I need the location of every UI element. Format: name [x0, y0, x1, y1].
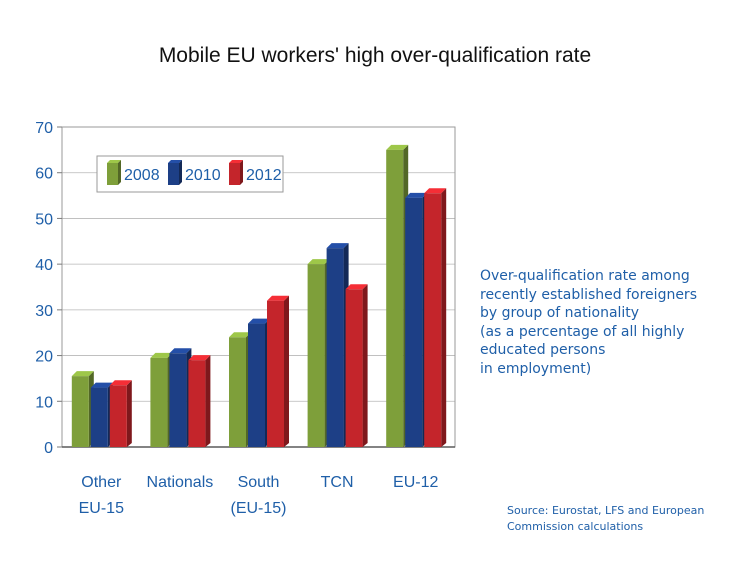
legend-swatch — [107, 163, 118, 185]
bar-top — [150, 352, 173, 358]
bar-2012 — [188, 355, 211, 447]
bar-top — [248, 318, 270, 324]
bar-2008 — [386, 144, 409, 447]
note-line: recently established foreigners — [480, 286, 697, 303]
bar-front — [188, 360, 206, 447]
bar-top — [405, 192, 428, 198]
bar-top — [386, 144, 409, 150]
legend-swatch-2010 — [168, 160, 182, 185]
bar-front — [405, 197, 423, 447]
bar-top — [188, 355, 211, 361]
legend-swatch — [168, 163, 179, 185]
legend-label: 2012 — [246, 167, 282, 184]
bar-2008 — [71, 371, 94, 447]
x-category-label: (EU-15) — [230, 500, 286, 517]
y-axis-ticks: 0 10 20 30 40 50 60 70 — [35, 120, 62, 457]
source-line: Source: Eurostat, LFS and European — [507, 504, 705, 517]
bar-2012 — [267, 295, 289, 447]
bar-2012 — [109, 380, 132, 447]
bar-top — [109, 380, 132, 386]
note-line: (as a percentage of all highly — [480, 323, 685, 340]
y-tick-label: 40 — [35, 257, 53, 274]
note-line: Over-qualification rate among — [480, 268, 690, 284]
y-tick-label: 10 — [35, 394, 53, 411]
y-tick-label: 60 — [35, 166, 53, 183]
x-category-label: Other — [81, 474, 122, 491]
bar-2010 — [90, 382, 113, 447]
y-tick-label: 20 — [35, 349, 53, 366]
bar-front — [307, 264, 325, 447]
bar-2010 — [248, 318, 270, 447]
legend-swatch-2012 — [229, 160, 243, 185]
bar-2010 — [405, 192, 428, 447]
legend-swatch-top — [229, 160, 243, 163]
y-tick-label: 50 — [35, 211, 53, 228]
bar-top — [90, 382, 113, 388]
bar-front — [345, 289, 363, 447]
bar-front — [424, 193, 442, 447]
bar-top — [169, 348, 192, 354]
bar-top — [326, 243, 349, 249]
bar-front — [267, 300, 284, 447]
legend-swatch-side — [240, 160, 243, 185]
source-line: Commission calculations — [507, 520, 644, 533]
bar-2010 — [326, 243, 349, 447]
bar-2008 — [150, 352, 173, 447]
bar-2010 — [169, 348, 192, 447]
y-tick-label: 0 — [44, 440, 53, 457]
bar-2012 — [424, 188, 447, 448]
source-note: Source: Eurostat, LFS and European Commi… — [507, 503, 747, 535]
bar-top — [345, 284, 368, 290]
bar-2008 — [307, 259, 330, 447]
x-category-label: EU-15 — [79, 500, 124, 517]
x-category-label: Nationals — [147, 474, 214, 491]
bar-front — [90, 387, 108, 447]
legend-swatch-top — [107, 160, 121, 163]
legend-swatch-top — [168, 160, 182, 163]
legend-label: 2010 — [185, 167, 221, 184]
bar-top — [424, 188, 447, 194]
chart-title: Mobile EU workers' high over-qualificati… — [158, 44, 592, 67]
bar-front — [229, 337, 246, 447]
bar-side — [205, 355, 211, 447]
bar-front — [326, 248, 344, 447]
y-tick-label: 70 — [35, 120, 53, 137]
bar-side — [284, 295, 289, 447]
bars — [71, 144, 447, 448]
legend-swatch-2008 — [107, 160, 121, 185]
bar-front — [169, 353, 187, 447]
legend-swatch — [229, 163, 240, 185]
bar-2012 — [345, 284, 368, 447]
x-category-label: South — [238, 474, 280, 491]
bar-front — [109, 385, 127, 447]
bar-side — [362, 284, 368, 447]
bar-side — [441, 188, 447, 448]
note-line: in employment) — [480, 360, 592, 377]
bar-2008 — [229, 332, 251, 447]
legend-swatch-side — [118, 160, 121, 185]
bar-top — [71, 371, 94, 377]
bar-front — [386, 149, 404, 447]
bar-front — [150, 357, 168, 447]
bar-side — [126, 380, 132, 447]
bar-top — [229, 332, 251, 338]
note-line: educated persons — [480, 342, 606, 358]
x-category-label: EU-12 — [393, 474, 438, 491]
x-category-label: TCN — [321, 474, 354, 491]
x-axis-categories: Other EU-15 Nationals South (EU-15) TCN EU-12 — [79, 474, 439, 517]
bar-top — [267, 295, 289, 301]
legend-box — [96, 155, 284, 193]
legend-label: 2008 — [124, 167, 160, 184]
legend: 2008 2010 2012 — [96, 155, 284, 193]
legend-swatch-side — [179, 160, 182, 185]
note-line: by group of nationality — [480, 305, 640, 321]
y-tick-label: 30 — [35, 303, 53, 320]
bar-front — [71, 376, 89, 447]
chart-note: Over-qualification rate among recently e… — [480, 267, 748, 378]
bar-front — [248, 323, 265, 447]
bar-top — [307, 259, 330, 265]
